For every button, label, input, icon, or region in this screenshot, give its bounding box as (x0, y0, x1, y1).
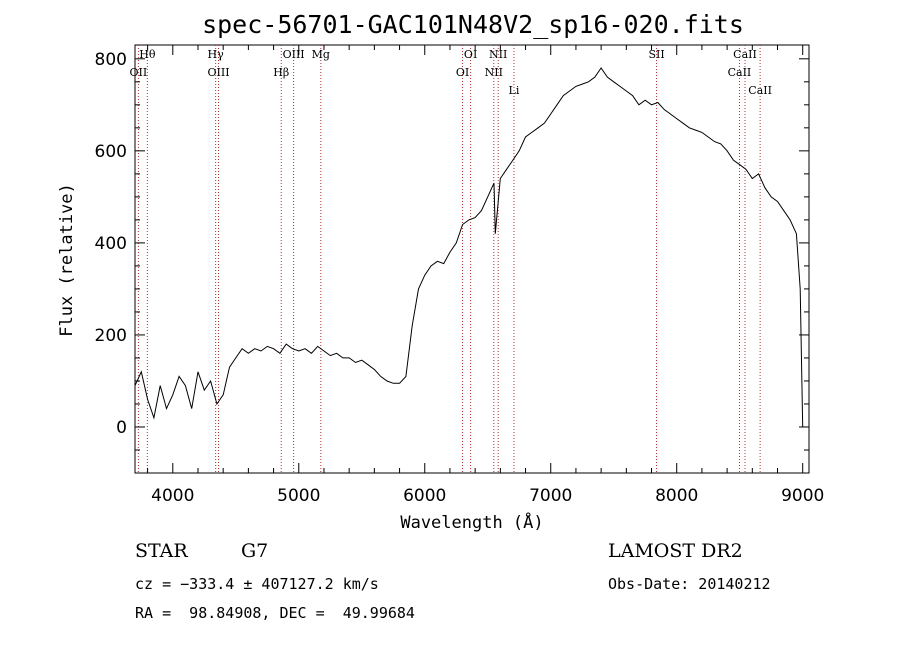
plot-frame (134, 44, 810, 474)
line-label: Li (509, 84, 520, 97)
y-axis-ticks: 0 200 400 600 800 (95, 50, 809, 474)
line-label: NII (489, 48, 507, 61)
line-label: CaII (733, 48, 757, 61)
line-label: OII (130, 66, 148, 79)
line-label: Hθ (139, 48, 156, 61)
line-label: NII (485, 66, 503, 79)
chart-title: spec-56701-GAC101N48V2_sp16-020.fits (202, 10, 744, 39)
spectral-line-labels: Hθ OII Hγ OIII OIII Hβ Mg OI OI NII NII Li SII CaII Ca… (130, 48, 772, 97)
line-label: OI (464, 48, 477, 61)
line-label: Hβ (273, 66, 289, 79)
redshift-velocity: cz = −333.4 ± 407127.2 km/s (135, 575, 379, 593)
spectrum-line (134, 67, 804, 428)
line-label: OIII (207, 66, 229, 79)
x-tick-label: 9000 (781, 486, 824, 506)
y-axis-title: Flux (relative) (57, 183, 77, 337)
x-tick-label: 4000 (151, 486, 194, 506)
y-tick-label: 400 (95, 234, 127, 254)
y-tick-label: 600 (95, 142, 127, 162)
x-axis-ticks: 4000 5000 6000 7000 8000 9000 (147, 45, 824, 506)
y-tick-label: 200 (95, 326, 127, 346)
y-tick-label: 0 (116, 418, 127, 438)
line-label: Mg (312, 48, 330, 61)
x-tick-label: 6000 (403, 486, 446, 506)
observation-date: Obs-Date: 20140212 (608, 575, 771, 593)
x-tick-label: 5000 (277, 486, 320, 506)
x-tick-label: 8000 (655, 486, 698, 506)
survey-name: LAMOST DR2 (608, 540, 743, 562)
coordinates: RA = 98.84908, DEC = 49.99684 (135, 604, 415, 622)
x-axis-title: Wavelength (Å) (400, 511, 543, 533)
spectral-line-markers (137, 45, 761, 473)
line-label: SII (648, 48, 664, 61)
line-label: CaII (728, 66, 752, 79)
object-subclass: G7 (241, 540, 269, 562)
line-label: CaII (748, 84, 772, 97)
line-label: Hγ (208, 48, 225, 61)
x-tick-label: 7000 (529, 486, 572, 506)
object-class: STAR (135, 540, 188, 562)
y-tick-label: 800 (95, 50, 127, 70)
line-label: OIII (283, 48, 305, 61)
line-label: OI (456, 66, 469, 79)
